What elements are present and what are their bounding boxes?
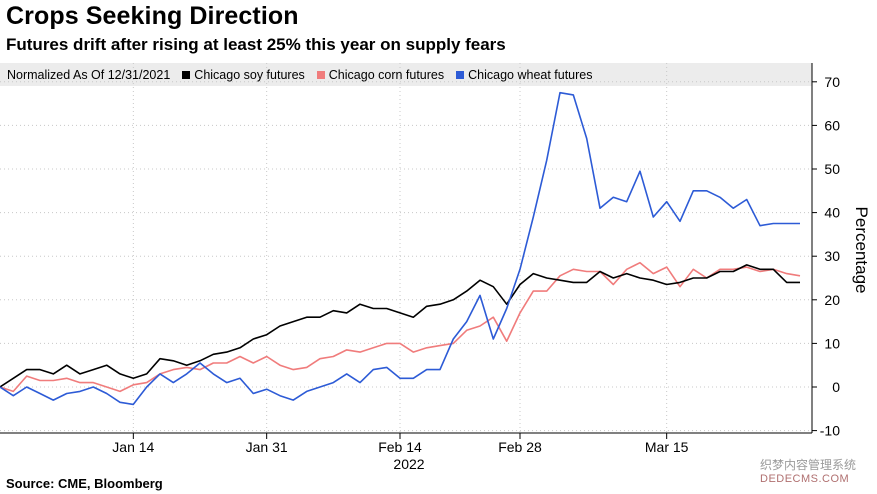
legend-item-soy: Chicago soy futures — [182, 67, 305, 82]
watermark-url: DEDECMS.COM — [760, 473, 850, 485]
y-tick-label: 10 — [824, 335, 840, 351]
legend: Normalized As Of 12/31/2021 Chicago soy … — [0, 63, 812, 86]
corn-futures-line — [0, 261, 801, 393]
wheat-futures-line — [0, 91, 800, 406]
y-tick-label: 60 — [824, 117, 840, 133]
x-tick-label: Jan 31 — [246, 439, 288, 455]
legend-note: Normalized As Of 12/31/2021 — [7, 67, 171, 82]
chart-title: Crops Seeking Direction — [6, 2, 299, 30]
x-tick-label: Jan 14 — [112, 439, 154, 455]
watermark: 织梦内容管理系统 DEDECMS.COM — [760, 458, 856, 486]
legend-item-wheat: Chicago wheat futures — [456, 67, 593, 82]
x-axis-ticks: Jan 14 Jan 31 Feb 14 Feb 28 Mar 15 — [112, 433, 689, 455]
legend-label-soy: Chicago soy futures — [194, 67, 305, 82]
x-tick-label: Mar 15 — [645, 439, 689, 455]
legend-label-corn: Chicago corn futures — [328, 67, 445, 82]
series-lines — [0, 91, 801, 406]
source-note: Source: CME, Bloomberg — [6, 476, 163, 491]
legend-swatch-corn — [316, 70, 325, 79]
x-tick-label: Feb 14 — [378, 439, 422, 455]
y-tick-label: 20 — [824, 292, 840, 308]
y-tick-label: 30 — [824, 248, 840, 264]
x-axis-year-label: 2022 — [393, 456, 424, 472]
soy-futures-line — [0, 264, 800, 388]
y-tick-label: 70 — [824, 74, 840, 90]
x-tick-label: Feb 28 — [498, 439, 542, 455]
y-tick-label: 40 — [824, 205, 840, 221]
legend-item-corn: Chicago corn futures — [316, 67, 445, 82]
y-tick-label: 0 — [832, 379, 840, 395]
gridlines — [0, 63, 812, 433]
legend-swatch-soy — [182, 70, 191, 79]
y-axis-label: Percentage — [852, 207, 871, 294]
y-tick-label: 50 — [824, 161, 840, 177]
legend-swatch-wheat — [456, 70, 465, 79]
chart-subtitle: Futures drift after rising at least 25% … — [6, 35, 506, 54]
watermark-text: 织梦内容管理系统 — [760, 458, 857, 472]
legend-label-wheat: Chicago wheat futures — [468, 67, 593, 82]
y-tick-label: -10 — [820, 423, 840, 439]
y-axis-ticks: -10 0 10 20 30 40 50 60 70 — [812, 74, 840, 439]
